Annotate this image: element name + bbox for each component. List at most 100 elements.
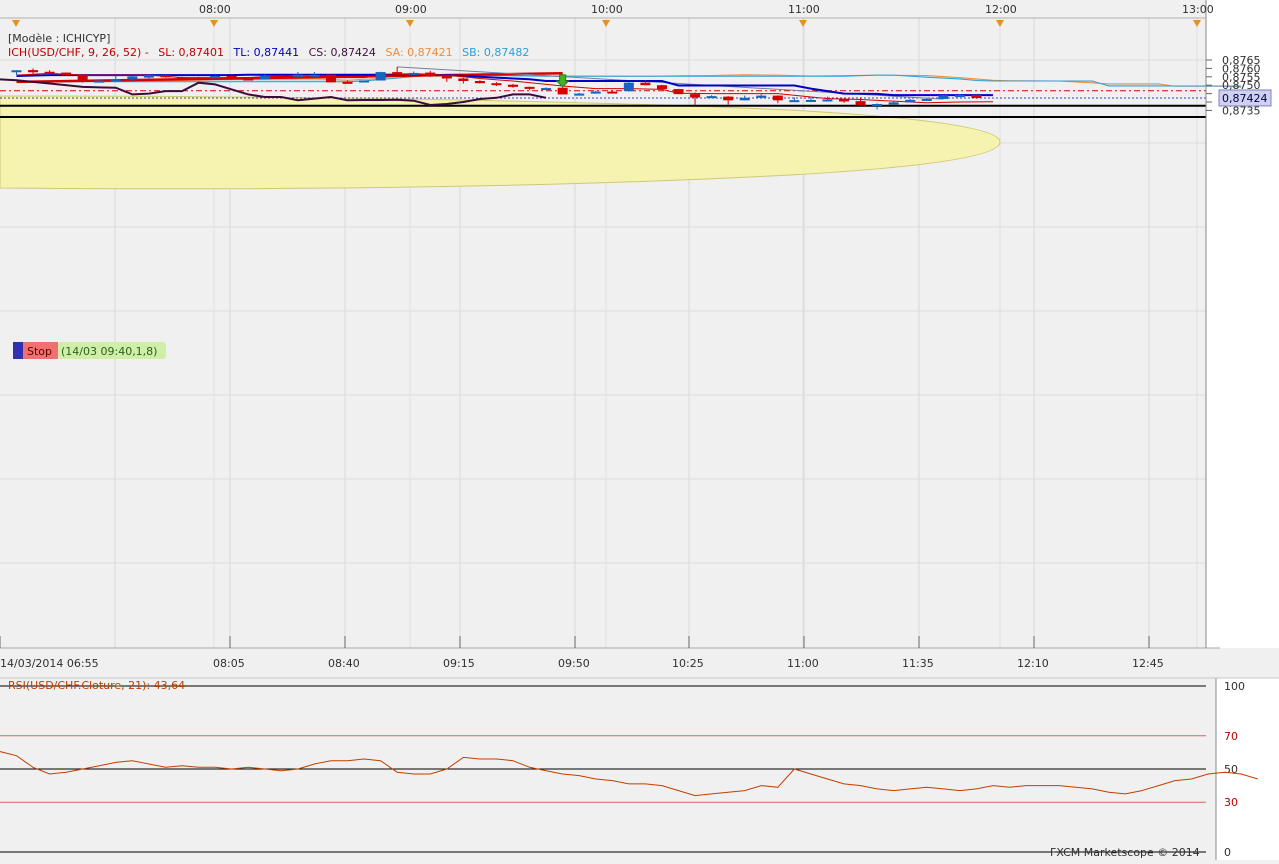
candle-body [276, 76, 286, 78]
candle-body [955, 95, 965, 97]
stop-info: (14/03 09:40,1,8) [61, 345, 157, 358]
candle-body [723, 97, 733, 101]
candle-body [872, 104, 882, 106]
candle-body [938, 95, 948, 99]
legend-sl: SL: 0,87401 [158, 46, 224, 59]
candle-body [624, 83, 634, 91]
candle-body [905, 100, 915, 103]
legend-sa: SA: 0,87421 [385, 46, 452, 59]
top-time-label: 10:00 [591, 3, 623, 16]
bottom-time-label: 11:35 [902, 657, 934, 670]
legend-ich: ICH(USD/CHF, 9, 26, 52) - [8, 46, 149, 59]
bottom-time-label: 10:25 [672, 657, 704, 670]
candle-body [177, 77, 187, 79]
rsi-axis-label: 0 [1224, 846, 1231, 859]
candle-body [227, 76, 237, 79]
rsi-axis-label: 30 [1224, 796, 1238, 809]
candle-body [707, 96, 717, 98]
rsi-legend: RSI(USD/CHF.Cloture, 21): 43,64 [8, 679, 185, 692]
candle-body [889, 102, 899, 104]
legend-tl: TL: 0,87441 [233, 46, 300, 59]
candle [624, 82, 634, 92]
indicator-legend: ICH(USD/CHF, 9, 26, 52) - SL: 0,87401 TL… [8, 46, 529, 59]
candle-body [160, 75, 170, 77]
candle-body [690, 94, 700, 97]
candle-body [343, 82, 353, 84]
candle-body [194, 78, 204, 80]
candle-body [773, 96, 783, 101]
candle-body [922, 99, 932, 101]
candle-body [856, 101, 866, 105]
bottom-time-label: 09:15 [443, 657, 475, 670]
stop-marker [13, 342, 23, 359]
bottom-time-label: 12:10 [1017, 657, 1049, 670]
candle-body [558, 88, 568, 95]
legend-sb: SB: 0,87482 [462, 46, 529, 59]
candle-body [309, 75, 319, 77]
candle-body [607, 92, 617, 94]
candle-body [326, 75, 336, 83]
candle-body [12, 70, 22, 72]
candle-body [574, 94, 584, 96]
candle-body [822, 99, 832, 101]
top-time-label: 12:00 [985, 3, 1017, 16]
legend-cs: CS: 0,87424 [309, 46, 376, 59]
candle-body [45, 72, 55, 74]
candle-body [839, 99, 849, 101]
candle-body [359, 80, 369, 82]
candle-body [541, 88, 551, 90]
candle-body [392, 72, 402, 74]
candle-body [210, 76, 220, 78]
current-price-label: 0,87424 [1222, 92, 1268, 105]
candle-body [525, 87, 535, 89]
top-time-label: 09:00 [395, 3, 427, 16]
candle-body [61, 73, 71, 76]
candle-body [591, 92, 601, 94]
candle-body [260, 76, 270, 80]
candle-body [508, 85, 518, 87]
candle-body [376, 72, 386, 80]
candle-body [243, 78, 253, 80]
candle [938, 95, 948, 99]
candle [558, 87, 568, 94]
bottom-time-label: 11:00 [787, 657, 819, 670]
top-time-label: 08:00 [199, 3, 231, 16]
candle-body [789, 100, 799, 102]
rsi-axis-label: 100 [1224, 680, 1245, 693]
candle-body [491, 83, 501, 85]
top-time-label: 11:00 [788, 3, 820, 16]
bottom-time-label: 08:40 [328, 657, 360, 670]
candle-body [78, 75, 88, 81]
bottom-time-label: 14/03/2014 06:55 [0, 657, 99, 670]
rsi-axis-label: 50 [1224, 763, 1238, 776]
stop-tag: Stop [27, 345, 52, 358]
candle [674, 89, 684, 94]
candle-body [293, 75, 303, 77]
candle-body [971, 95, 981, 98]
stop-order-label[interactable]: Stop (14/03 09:40,1,8) [13, 342, 166, 359]
candle-body [756, 96, 766, 98]
candle-body [674, 89, 684, 94]
candle [78, 74, 88, 82]
copyright: FXCM Marketscope © 2014 [1050, 846, 1200, 859]
bottom-time-label: 08:05 [213, 657, 245, 670]
candle-body [94, 81, 104, 83]
candle-body [144, 75, 154, 77]
candle-body [458, 78, 468, 81]
candle [376, 72, 386, 81]
candle-body [28, 70, 38, 72]
candle [326, 75, 336, 83]
candle-body [657, 85, 667, 89]
rsi-axis-label: 70 [1224, 730, 1238, 743]
candle-body [640, 83, 650, 86]
candle [657, 85, 667, 90]
top-time-label: 13:00 [1182, 3, 1214, 16]
bottom-time-label: 09:50 [558, 657, 590, 670]
candle [359, 80, 369, 82]
candle-body [425, 73, 435, 76]
candle-body [409, 73, 419, 75]
candle-body [111, 79, 121, 81]
model-label: [Modèle : ICHICYP] [8, 32, 110, 45]
